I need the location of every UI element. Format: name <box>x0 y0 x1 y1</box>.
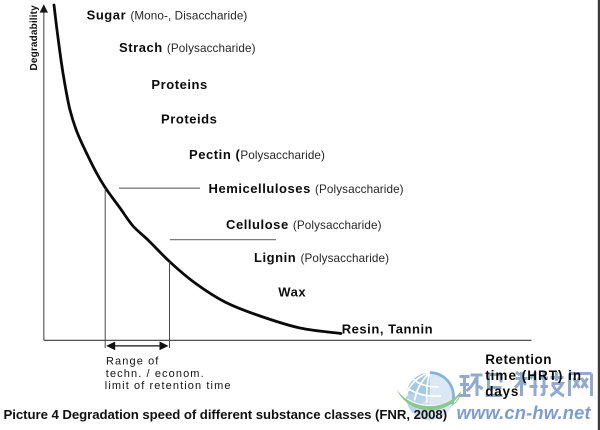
svg-text:Sugar (Mono-, Disaccharide): Sugar (Mono-, Disaccharide) <box>87 7 248 22</box>
svg-text:techn. / econom.: techn. / econom. <box>106 368 205 380</box>
svg-text:Degradability: Degradability <box>29 5 40 71</box>
svg-text:Lignin (Polysaccharide): Lignin (Polysaccharide) <box>254 250 389 265</box>
svg-text:Range of: Range of <box>106 356 159 368</box>
svg-text:Proteins: Proteins <box>151 77 207 92</box>
svg-text:Resin, Tannin: Resin, Tannin <box>342 321 433 336</box>
svg-text:Hemicelluloses (Polysaccharide: Hemicelluloses (Polysaccharide) <box>209 181 404 196</box>
svg-text:Proteids: Proteids <box>161 112 217 127</box>
svg-text:Retention: Retention <box>485 352 552 367</box>
svg-text:Strach (Polysaccharide): Strach (Polysaccharide) <box>119 40 256 55</box>
svg-text:Pectin (Polysaccharide): Pectin (Polysaccharide) <box>189 147 325 162</box>
svg-text:Wax: Wax <box>278 285 306 300</box>
svg-text:Cellulose (Polysaccharide): Cellulose (Polysaccharide) <box>226 217 382 232</box>
svg-text:Picture 4 Degradation speed of: Picture 4 Degradation speed of different… <box>4 407 448 422</box>
svg-text:www.cn-hw.net: www.cn-hw.net <box>457 402 592 423</box>
svg-text:limit of retention time: limit of retention time <box>105 380 232 392</box>
